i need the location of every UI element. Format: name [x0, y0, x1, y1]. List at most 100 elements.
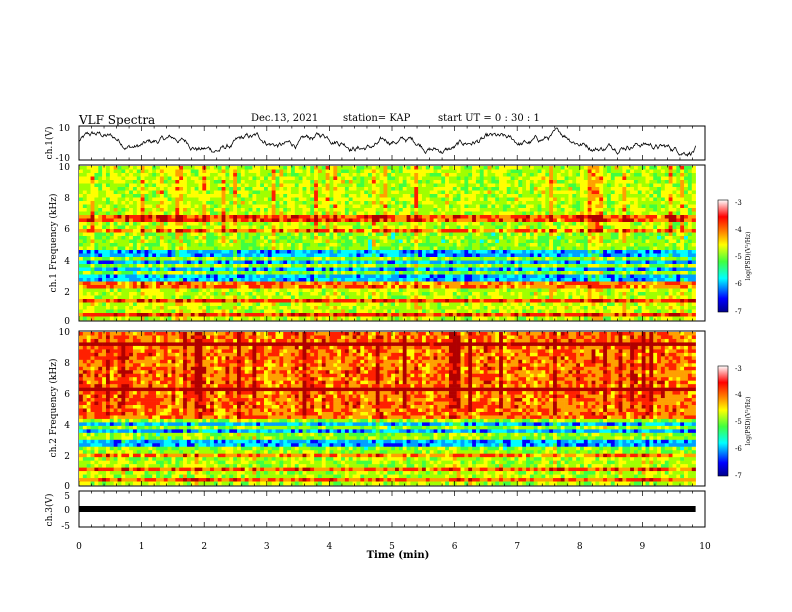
spectrogram-cell	[279, 222, 284, 226]
spectrogram-cell	[502, 236, 508, 240]
spectrogram-cell	[506, 236, 511, 240]
spectrogram-cell	[572, 246, 577, 251]
spectrogram-cell	[564, 260, 569, 265]
spectrogram-cell	[267, 253, 272, 258]
spectrogram-cell	[626, 215, 631, 219]
spectrogram-cell	[352, 243, 357, 247]
spectrogram-cell	[337, 176, 342, 181]
spectrogram-cell	[267, 180, 272, 184]
spectrogram-cell	[491, 169, 496, 174]
spectrogram-cell	[375, 225, 380, 230]
spectrogram-cell	[117, 169, 122, 174]
spectrogram-cell	[252, 208, 257, 212]
spectrogram-cell	[352, 190, 357, 195]
spectrogram-cell	[379, 208, 384, 212]
spectrogram-cell	[383, 208, 388, 212]
spectrogram-cell	[229, 250, 234, 254]
spectrogram-cell	[672, 225, 677, 230]
spectrogram-cell	[371, 197, 377, 202]
spectrogram-cell	[167, 166, 172, 170]
spectrogram-cell	[225, 218, 230, 223]
spectrogram-cell	[314, 208, 319, 212]
spectrogram-cell	[676, 215, 681, 219]
spectrogram-cell	[121, 166, 126, 170]
spectrogram-cell	[156, 204, 161, 209]
spectrogram-cell	[298, 218, 303, 223]
spectrogram-cell	[240, 194, 246, 198]
spectrogram-cell	[533, 264, 538, 268]
spectrogram-cell	[672, 215, 677, 219]
spectrogram-cell	[244, 246, 249, 251]
spectrogram-cell	[360, 246, 365, 251]
spectrogram-cell	[595, 176, 600, 181]
spectrogram-cell	[283, 239, 288, 244]
spectrogram-cell	[206, 253, 211, 258]
spectrogram-cell	[148, 257, 153, 261]
spectrogram-cell	[125, 243, 130, 247]
spectrogram-cell	[691, 246, 696, 251]
spectrogram-cell	[132, 267, 138, 272]
spectrogram-cell	[156, 250, 161, 254]
spectrogram-cell	[248, 218, 253, 223]
spectrogram-cell	[152, 225, 157, 230]
spectrogram-cell	[105, 183, 111, 188]
spectrogram-cell	[98, 264, 103, 268]
spectrogram-cell	[549, 225, 554, 230]
spectrogram-cell	[425, 260, 430, 265]
spectrogram-cell	[506, 267, 511, 272]
spectrogram-cell	[371, 211, 377, 216]
spectrogram-cell	[206, 229, 211, 233]
spectrogram-cell	[325, 197, 330, 202]
spectrogram-cell	[591, 260, 596, 265]
spectrogram-cell	[664, 222, 669, 226]
spectrogram-cell	[244, 201, 249, 205]
spectrogram-cell	[213, 271, 219, 275]
spectrogram-cell	[564, 239, 569, 244]
spectrogram-cell	[495, 187, 500, 191]
spectrogram-cell	[198, 264, 203, 268]
spectrogram-cell	[267, 264, 272, 268]
spectrogram-cell	[402, 253, 407, 258]
spectrogram-cell	[283, 222, 288, 226]
spectrogram-cell	[109, 271, 114, 275]
spectrogram-cell	[148, 180, 153, 184]
spectrogram-cell	[537, 253, 542, 258]
spectrogram-cell	[290, 211, 296, 216]
spectrogram-cell	[568, 236, 573, 240]
spectrogram-cell	[167, 194, 172, 198]
spectrogram-cell	[568, 264, 573, 268]
spectrogram-cell	[306, 253, 311, 258]
spectrogram-cell	[136, 222, 141, 226]
spectrogram-cell	[337, 222, 342, 226]
spectrogram-cell	[337, 225, 342, 230]
spectrogram-cell	[545, 201, 550, 205]
spectrogram-cell	[90, 187, 95, 191]
spectrogram-cell	[98, 190, 103, 195]
spectrogram-cell	[626, 169, 631, 174]
spectrogram-cell	[225, 204, 230, 209]
spectrogram-cell	[244, 204, 249, 209]
spectrogram-cell	[136, 211, 141, 216]
spectrogram-cell	[580, 204, 585, 209]
spectrogram-cell	[649, 173, 654, 177]
spectrogram-cell	[82, 243, 87, 247]
spectrogram-cell	[645, 267, 650, 272]
spectrogram-cell	[418, 243, 423, 247]
spectrogram-cell	[283, 232, 288, 237]
spectrogram-cell	[333, 246, 338, 251]
spectrogram-cell	[637, 260, 642, 265]
spectrogram-cell	[194, 169, 199, 174]
spectrogram-cell	[583, 169, 588, 174]
spectrogram-cell	[244, 229, 249, 233]
spectrogram-cell	[680, 260, 685, 265]
spectrogram-cell	[406, 176, 411, 181]
spectrogram-cell	[183, 260, 188, 265]
spectrogram-cell	[456, 187, 461, 191]
spectrogram-cell	[333, 271, 338, 275]
spectrogram-cell	[183, 201, 188, 205]
spectrogram-cell	[267, 187, 272, 191]
spectrogram-cell	[94, 194, 99, 198]
spectrogram-cell	[533, 183, 538, 188]
spectrogram-cell	[514, 204, 519, 209]
spectrogram-cell	[144, 190, 149, 195]
